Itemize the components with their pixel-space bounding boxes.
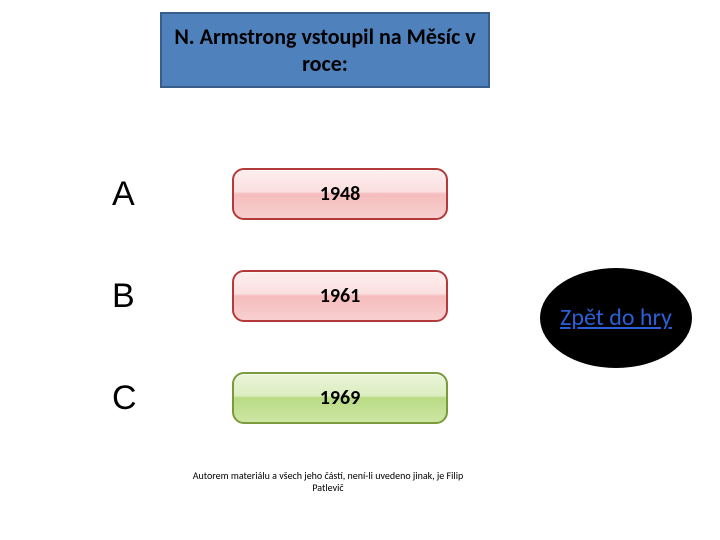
answer-row-a: A 1948 — [112, 168, 448, 220]
answer-row-b: B 1961 — [112, 270, 448, 322]
answer-text-c: 1969 — [320, 386, 361, 410]
back-button[interactable]: Zpět do hry — [540, 268, 692, 368]
footer-credit: Autorem materiálu a všech jeho částí, ne… — [188, 470, 468, 494]
answer-button-a[interactable]: 1948 — [232, 168, 448, 220]
answer-letter-a: A — [112, 175, 174, 214]
answer-text-b: 1961 — [320, 284, 361, 308]
answer-text-a: 1948 — [320, 182, 361, 206]
answer-button-c[interactable]: 1969 — [232, 372, 448, 424]
answer-letter-b: B — [112, 277, 174, 316]
answer-row-c: C 1969 — [112, 372, 448, 424]
question-text: N. Armstrong vstoupil na Měsíc v roce: — [172, 23, 478, 78]
answer-button-b[interactable]: 1961 — [232, 270, 448, 322]
back-link-text: Zpět do hry — [560, 304, 672, 332]
question-box: N. Armstrong vstoupil na Měsíc v roce: — [160, 12, 490, 88]
answer-letter-c: C — [112, 379, 174, 418]
